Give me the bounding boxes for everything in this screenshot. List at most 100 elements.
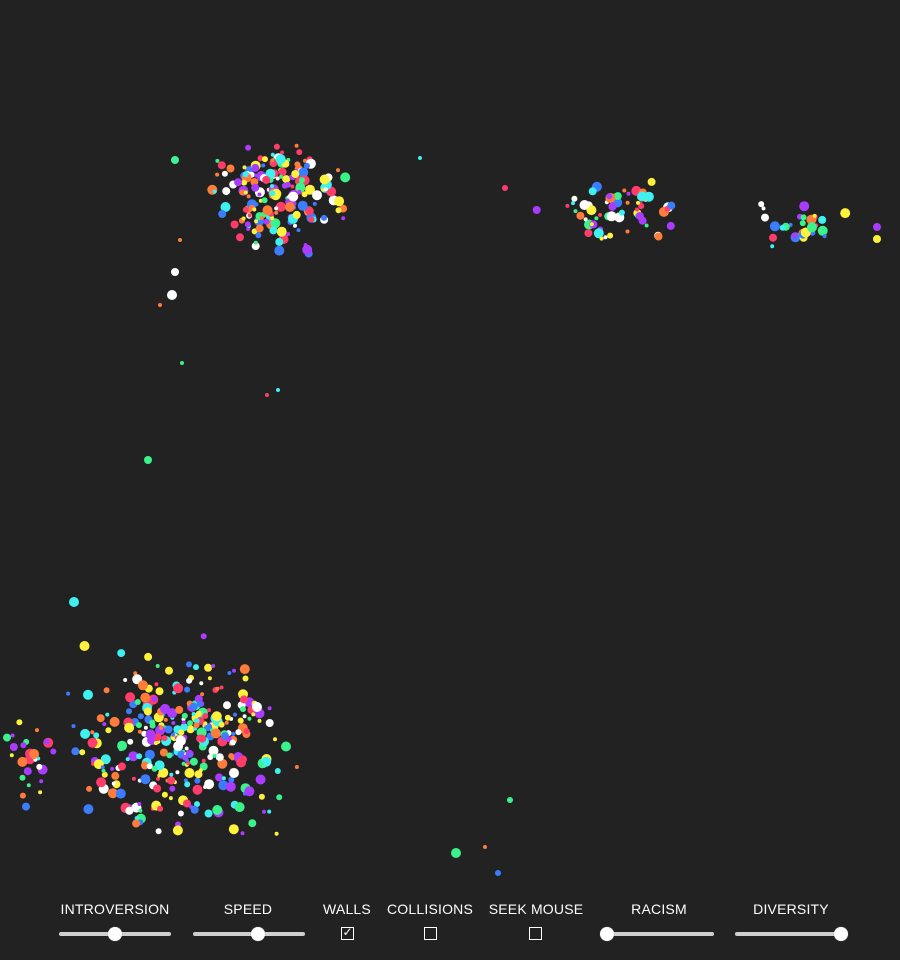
particle [181,761,186,766]
particle [235,729,242,736]
particle [290,184,295,189]
particle [598,213,603,217]
particle [161,735,168,742]
particle [171,732,176,737]
particle [626,191,631,196]
particle [227,671,232,675]
racism-slider[interactable] [600,927,714,941]
particle [240,831,245,836]
particle [110,766,115,771]
particle [275,201,286,212]
particle [83,804,94,815]
particle [171,268,179,276]
particle [246,194,251,199]
particle [593,228,604,239]
particle [261,756,272,767]
slider-track[interactable] [735,932,841,936]
speed-slider[interactable] [193,927,305,941]
particle [261,163,266,168]
particle [807,222,817,233]
particle [71,724,76,729]
particle [654,232,663,241]
particle [269,190,276,197]
particle [171,721,176,725]
particle [319,174,330,185]
particle [3,733,11,742]
particle [270,152,275,157]
particle [101,768,106,773]
particle [341,216,346,221]
particle [282,175,291,184]
collisions-control: COLLISIONS [380,895,480,955]
particle [303,158,307,163]
racism-label: RACISM [631,901,687,917]
particle [125,757,130,762]
particle [636,200,640,205]
particle [226,164,235,173]
walls-checkbox[interactable]: ✓ [341,925,354,940]
particle [204,779,215,790]
particle [323,187,328,192]
particle [154,682,159,687]
particle [274,768,281,774]
particle [200,692,205,697]
particle [207,184,218,195]
particle [270,158,275,163]
particle [90,730,95,735]
particle [292,210,301,219]
slider-thumb[interactable] [834,927,848,941]
particle [276,226,287,237]
particle [219,685,224,690]
particle [158,303,162,307]
particle [132,819,141,828]
particle [274,210,279,215]
introversion-slider[interactable] [59,927,171,941]
particle [196,730,201,735]
particle [606,211,617,222]
particle [79,641,90,651]
slider-track[interactable] [607,932,714,936]
particle [198,768,203,773]
slider-thumb[interactable] [600,927,614,941]
diversity-slider[interactable] [735,927,848,941]
speed-control: SPEED [188,895,308,955]
particle [137,680,148,691]
particle [647,177,656,186]
particle [239,695,248,704]
particle [242,171,249,178]
particle [111,781,116,786]
particle [161,791,168,798]
particle [622,188,627,193]
particle [125,806,134,815]
checkmark-icon: ✓ [342,925,353,939]
particle [136,753,143,760]
particle [195,710,202,717]
slider-thumb[interactable] [108,927,122,941]
particle [215,172,220,177]
particle [218,721,225,728]
particle [247,716,252,721]
particle [276,794,283,801]
slider-track[interactable] [193,932,305,936]
particle [181,720,186,725]
particle [594,216,599,221]
particle [20,742,27,749]
particle [251,183,260,192]
particle [236,233,244,242]
particle [761,206,766,211]
seek-mouse-checkbox[interactable] [529,927,542,940]
slider-thumb[interactable] [250,927,265,941]
particle [171,156,179,164]
particle [606,193,613,200]
particle [817,225,828,236]
particle [193,664,199,671]
collisions-checkbox[interactable] [424,927,437,940]
particle [269,226,278,235]
particle [305,207,314,216]
particle [168,796,173,801]
simulation-canvas[interactable] [0,0,900,890]
particle [599,236,604,241]
particle [222,187,231,196]
particle [565,203,570,208]
particle [133,671,138,676]
